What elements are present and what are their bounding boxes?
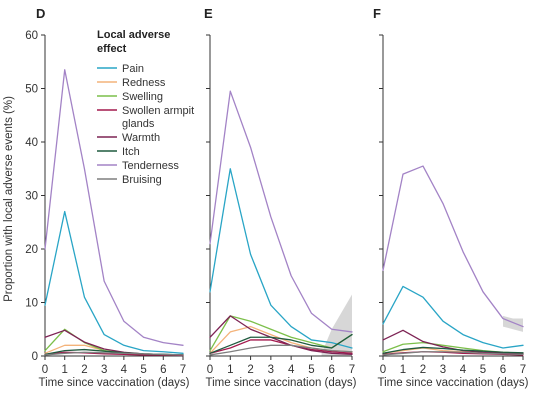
x-axis-title-d: Time since vaccination (days) bbox=[38, 377, 189, 389]
legend-item-bruising: Bruising bbox=[97, 174, 162, 186]
x-tick-label-f: 6 bbox=[500, 364, 506, 376]
y-tick-label: 0 bbox=[32, 351, 38, 363]
legend-item-pain: Pain bbox=[97, 63, 144, 75]
x-tick-label-f: 3 bbox=[440, 364, 446, 376]
panel-letter-f: F bbox=[373, 6, 381, 21]
series-line-bruising-f bbox=[382, 351, 524, 356]
legend: Local adverse effect Pain Redness Swelling Sw… bbox=[97, 29, 194, 186]
series-line-bruising-d bbox=[44, 351, 184, 356]
x-tick-label-f: 0 bbox=[380, 364, 386, 376]
series-line-tenderness-e bbox=[209, 90, 353, 333]
legend-label-swelling: Swelling bbox=[122, 91, 163, 103]
legend-label-warmth: Warmth bbox=[122, 132, 160, 144]
x-tick-label-d: 5 bbox=[140, 364, 146, 376]
y-tick-label: 20 bbox=[25, 244, 38, 256]
legend-label-itch: Itch bbox=[122, 146, 140, 158]
legend-item-redness: Redness bbox=[97, 77, 166, 89]
x-axis-title-e: Time since vaccination (days) bbox=[205, 377, 356, 389]
x-tick-label-e: 3 bbox=[268, 364, 274, 376]
series-line-pain-d bbox=[44, 210, 184, 354]
x-tick-label-d: 0 bbox=[42, 364, 48, 376]
legend-title: Local adverse bbox=[97, 29, 170, 41]
x-tick-label-f: 4 bbox=[460, 364, 467, 376]
x-tick-label-e: 0 bbox=[207, 364, 213, 376]
series-line-tenderness-d bbox=[44, 69, 184, 346]
series-line-warmth-e bbox=[209, 315, 353, 356]
series-line-pain-e bbox=[209, 168, 353, 349]
y-tick-label: 60 bbox=[25, 30, 38, 42]
series-line-bruising-e bbox=[209, 344, 353, 356]
series-line-tenderness-f bbox=[382, 165, 524, 328]
series-line-pain-f bbox=[382, 285, 524, 349]
series-line-itch-f bbox=[382, 346, 524, 354]
x-tick-label-e: 4 bbox=[288, 364, 295, 376]
y-tick-label: 40 bbox=[25, 137, 38, 149]
x-tick-label-e: 7 bbox=[349, 364, 355, 376]
legend-item-tenderness: Tenderness bbox=[97, 160, 179, 172]
panel-letter-d: D bbox=[36, 6, 45, 21]
legend-label-swollen-armpit-glands: Swollen armpit bbox=[122, 105, 194, 117]
x-tick-label-f: 5 bbox=[480, 364, 486, 376]
y-tick-label: 30 bbox=[25, 191, 38, 203]
x-tick-label-d: 4 bbox=[121, 364, 128, 376]
y-axis-title: Proportion with local adverse events (%) bbox=[3, 96, 15, 302]
legend-item-swelling: Swelling bbox=[97, 91, 163, 103]
x-tick-label-d: 1 bbox=[62, 364, 68, 376]
series-line-swollen-armpit-glands-e bbox=[209, 339, 353, 354]
x-tick-label-d: 2 bbox=[81, 364, 87, 376]
x-tick-label-e: 2 bbox=[247, 364, 253, 376]
legend-item-warmth: Warmth bbox=[97, 132, 160, 144]
legend-label-pain: Pain bbox=[122, 63, 144, 75]
legend-label-tenderness: Tenderness bbox=[122, 160, 179, 172]
x-tick-label-f: 7 bbox=[520, 364, 526, 376]
legend-title: effect bbox=[97, 43, 127, 55]
x-axis-title-f: Time since vaccination (days) bbox=[377, 377, 528, 389]
legend-label-redness: Redness bbox=[122, 77, 166, 89]
panel-letter-e: E bbox=[204, 6, 213, 21]
confidence-band-e bbox=[321, 294, 352, 356]
x-tick-label-e: 5 bbox=[308, 364, 314, 376]
x-tick-label-f: 2 bbox=[420, 364, 426, 376]
series-line-itch-e bbox=[209, 333, 353, 354]
y-tick-label: 50 bbox=[25, 84, 38, 96]
confidence-band-f bbox=[503, 315, 523, 332]
legend-item-itch: Itch bbox=[97, 146, 140, 158]
x-tick-label-d: 3 bbox=[101, 364, 107, 376]
x-tick-label-e: 6 bbox=[329, 364, 335, 376]
legend-label-bruising: Bruising bbox=[122, 174, 162, 186]
x-tick-label-f: 1 bbox=[400, 364, 406, 376]
y-tick-label: 10 bbox=[25, 298, 38, 310]
legend-label-swollen-armpit-glands: glands bbox=[122, 118, 155, 130]
x-tick-label-d: 6 bbox=[160, 364, 166, 376]
x-tick-label-e: 1 bbox=[227, 364, 233, 376]
x-tick-label-d: 7 bbox=[180, 364, 186, 376]
